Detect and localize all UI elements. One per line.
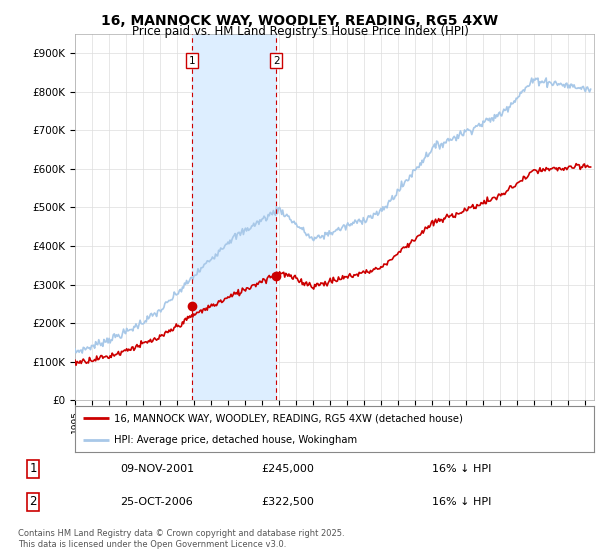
Text: 09-NOV-2001: 09-NOV-2001	[120, 464, 194, 474]
Text: 16% ↓ HPI: 16% ↓ HPI	[432, 497, 491, 507]
Text: 16, MANNOCK WAY, WOODLEY, READING, RG5 4XW: 16, MANNOCK WAY, WOODLEY, READING, RG5 4…	[101, 14, 499, 28]
Text: 16, MANNOCK WAY, WOODLEY, READING, RG5 4XW (detached house): 16, MANNOCK WAY, WOODLEY, READING, RG5 4…	[114, 413, 463, 423]
Bar	[192, 34, 276, 400]
Text: £245,000: £245,000	[262, 464, 314, 474]
Text: Price paid vs. HM Land Registry's House Price Index (HPI): Price paid vs. HM Land Registry's House …	[131, 25, 469, 38]
Text: £322,500: £322,500	[262, 497, 314, 507]
Text: 1: 1	[29, 463, 37, 475]
Text: Contains HM Land Registry data © Crown copyright and database right 2025.
This d: Contains HM Land Registry data © Crown c…	[18, 529, 344, 549]
Text: 2: 2	[273, 55, 280, 66]
Text: 2: 2	[29, 495, 37, 508]
Text: 25-OCT-2006: 25-OCT-2006	[120, 497, 193, 507]
Text: 1: 1	[188, 55, 195, 66]
Text: HPI: Average price, detached house, Wokingham: HPI: Average price, detached house, Woki…	[114, 435, 357, 445]
Text: 16% ↓ HPI: 16% ↓ HPI	[432, 464, 491, 474]
